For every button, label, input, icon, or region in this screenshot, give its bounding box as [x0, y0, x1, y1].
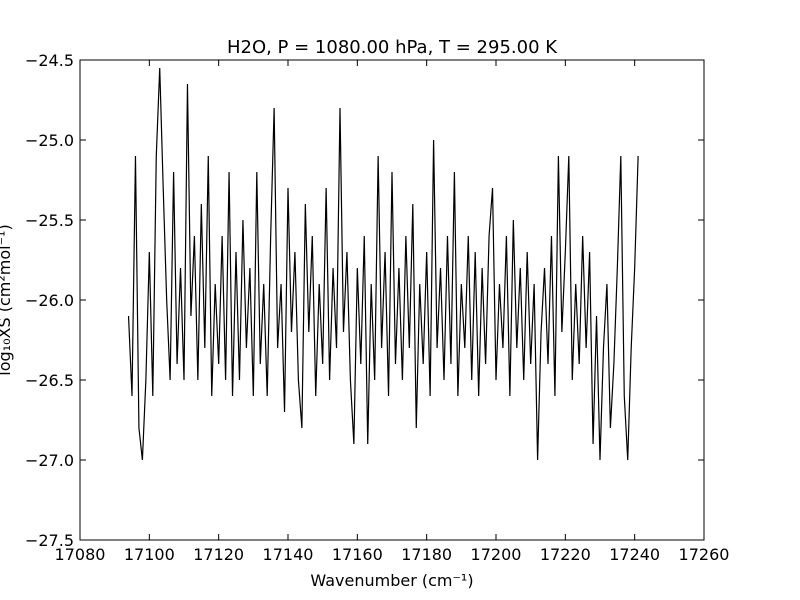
y-tick-label: −25.5 — [25, 211, 74, 230]
plot-frame — [79, 59, 705, 541]
chart-title: H2O, P = 1080.00 hPa, T = 295.00 K — [227, 37, 558, 58]
x-tick-label: 17160 — [332, 545, 383, 564]
y-tick-label: −24.5 — [25, 51, 74, 70]
x-tick-label: 17080 — [55, 545, 106, 564]
x-tick-label: 17240 — [609, 545, 660, 564]
y-tick-label: −25.0 — [25, 131, 74, 150]
y-tick-label: −27.0 — [25, 451, 74, 470]
x-tick-label: 17120 — [193, 545, 244, 564]
x-tick-label: 17100 — [124, 545, 175, 564]
x-tick-label: 17260 — [679, 545, 730, 564]
x-tick-label: 17200 — [471, 545, 522, 564]
x-tick-label: 17140 — [263, 545, 314, 564]
x-axis-label: Wavenumber (cm⁻¹) — [310, 571, 473, 590]
x-tick-label: 17220 — [540, 545, 591, 564]
y-axis-label: log₁₀XS (cm²mol⁻¹) — [0, 224, 14, 375]
spectrum-line — [127, 67, 639, 461]
y-tick-label: −27.5 — [25, 531, 74, 550]
y-tick-label: −26.0 — [25, 291, 74, 310]
y-tick-label: −26.5 — [25, 371, 74, 390]
x-tick-label: 17180 — [401, 545, 452, 564]
